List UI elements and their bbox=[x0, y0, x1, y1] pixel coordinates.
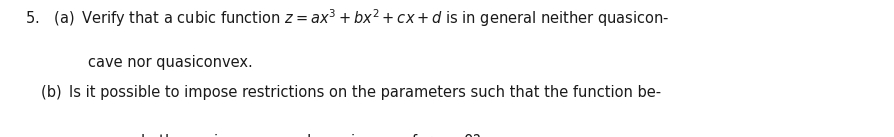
Text: cave nor quasiconvex.: cave nor quasiconvex. bbox=[88, 55, 252, 70]
Text: (b) Is it possible to impose restrictions on the parameters such that the functi: (b) Is it possible to impose restriction… bbox=[41, 85, 662, 100]
Text: 5. (a) Verify that a cubic function $z = ax^3 + bx^2 + cx + d$ is in general nei: 5. (a) Verify that a cubic function $z =… bbox=[25, 7, 670, 28]
Text: comes both quasiconcave and quasiconvex for $x \geq 0$?: comes both quasiconcave and quasiconvex … bbox=[88, 132, 481, 137]
